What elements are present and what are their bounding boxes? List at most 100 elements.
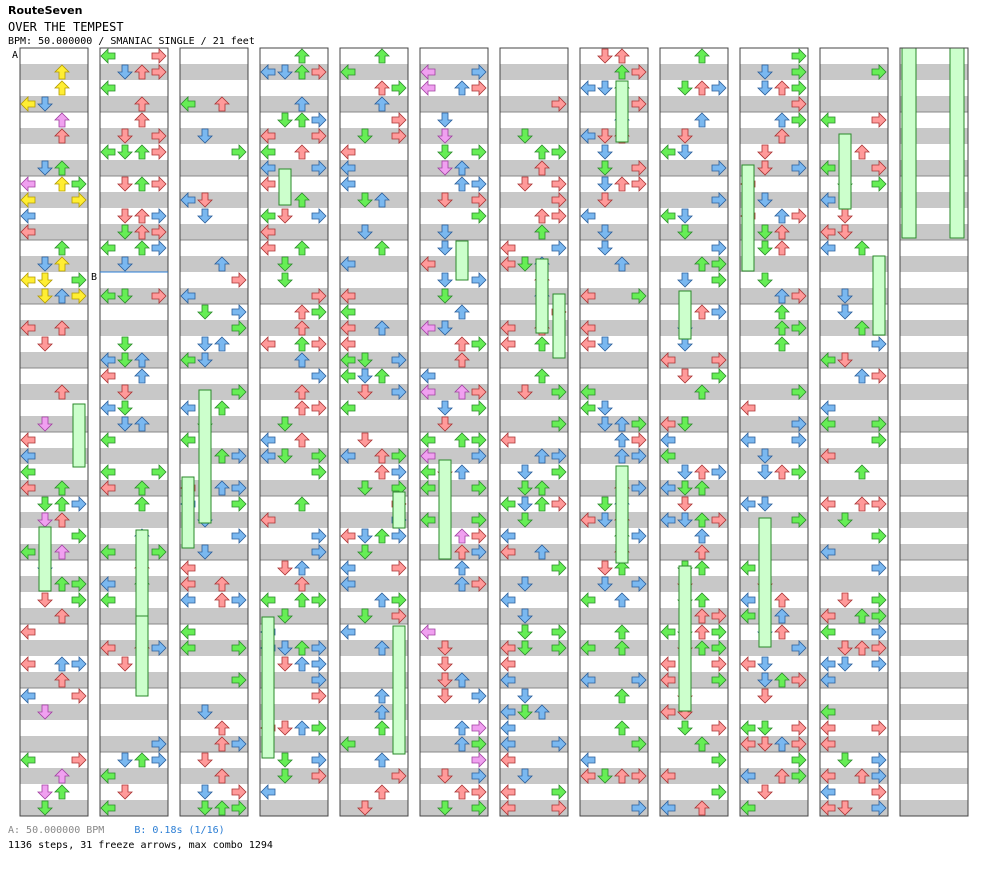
beat-stripe [20,224,88,240]
arrow-icon [454,528,470,544]
chart-column [19,47,89,817]
arrow-icon [580,384,596,400]
beat-stripe [660,800,728,816]
arrow-icon [374,448,390,464]
arrow-icon [340,736,356,752]
beat-stripe [20,512,88,528]
arrow-icon [791,80,807,96]
arrow-icon [631,64,647,80]
arrow-icon [757,224,773,240]
arrow-icon [614,48,630,64]
arrow-icon [340,176,356,192]
arrow-icon [454,560,470,576]
beat-stripe [900,480,968,496]
arrow-icon [614,176,630,192]
arrow-icon [374,720,390,736]
arrow-icon [37,592,53,608]
arrow-icon [500,720,516,736]
beat-stripe [580,288,648,304]
beat-stripe [340,416,408,432]
arrow-icon [791,48,807,64]
arrow-icon [357,432,373,448]
arrow-icon [614,448,630,464]
arrow-icon [294,336,310,352]
beat-stripe [740,480,808,496]
beat-stripe [740,256,808,272]
freeze-arrow-icon [535,258,549,334]
arrow-icon [660,448,676,464]
arrow-icon [551,736,567,752]
arrow-icon [71,592,87,608]
arrow-icon [597,240,613,256]
arrow-icon [534,704,550,720]
beat-stripe [180,96,248,112]
arrow-icon [117,144,133,160]
arrow-icon [597,192,613,208]
arrow-icon [660,432,676,448]
beat-stripe [20,576,88,592]
beat-stripe [580,640,648,656]
beat-stripe [500,736,568,752]
arrow-icon [871,64,887,80]
beat-stripe [100,192,168,208]
arrow-icon [631,448,647,464]
arrow-icon [54,112,70,128]
arrow-icon [20,480,36,496]
arrow-icon [277,272,293,288]
beat-stripe [340,672,408,688]
arrow-icon [391,384,407,400]
beat-stripe [660,352,728,368]
arrow-icon [820,736,836,752]
beat-stripe [500,416,568,432]
beat-stripe [340,480,408,496]
arrow-icon [837,640,853,656]
arrow-icon [677,128,693,144]
beat-stripe [420,416,488,432]
arrow-icon [517,688,533,704]
arrow-icon [580,320,596,336]
beat-stripe [340,256,408,272]
beat-stripe [180,384,248,400]
arrow-icon [117,416,133,432]
chart-column [339,47,409,817]
arrow-icon [311,208,327,224]
beat-stripe [20,480,88,496]
arrow-icon [37,704,53,720]
beat-stripe [740,416,808,432]
arrow-icon [214,480,230,496]
beat-stripe [740,800,808,816]
arrow-icon [20,752,36,768]
arrow-icon [454,160,470,176]
arrow-icon [437,400,453,416]
arrow-icon [117,256,133,272]
beat-stripe [740,160,808,176]
arrow-icon [454,176,470,192]
arrow-icon [340,288,356,304]
arrow-icon [197,208,213,224]
arrow-icon [551,208,567,224]
arrow-icon [631,672,647,688]
arrow-icon [420,448,436,464]
arrow-icon [791,112,807,128]
arrow-icon [260,432,276,448]
beat-stripe [260,544,328,560]
arrow-icon [420,432,436,448]
arrow-icon [757,656,773,672]
freeze-arrow-icon [278,168,292,206]
arrow-icon [311,640,327,656]
arrow-icon [117,352,133,368]
arrow-icon [677,272,693,288]
arrow-icon [677,208,693,224]
arrow-icon [711,240,727,256]
arrow-icon [871,432,887,448]
arrow-icon [197,800,213,816]
arrow-icon [837,800,853,816]
arrow-icon [197,128,213,144]
arrow-icon [134,240,150,256]
arrow-icon [740,400,756,416]
arrow-icon [391,448,407,464]
arrow-icon [454,352,470,368]
beat-stripe [660,384,728,400]
arrow-icon [277,640,293,656]
arrow-icon [437,144,453,160]
